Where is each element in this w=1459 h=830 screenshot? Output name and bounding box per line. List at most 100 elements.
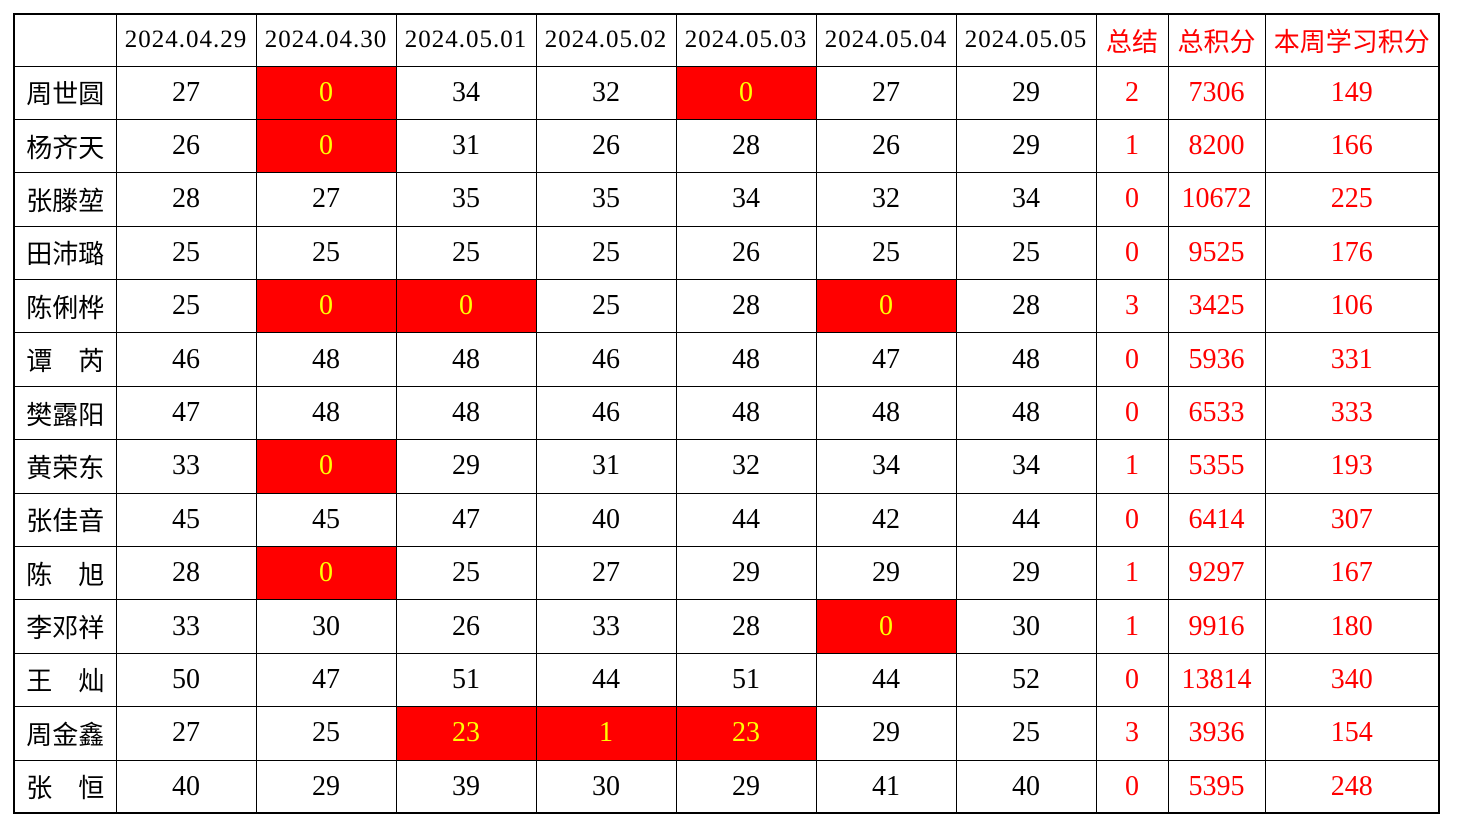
day-score-cell[interactable]: 35 bbox=[535, 172, 677, 227]
day-score-cell[interactable]: 46 bbox=[535, 332, 677, 387]
day-score-cell[interactable]: 28 bbox=[955, 279, 1097, 334]
day-score-cell[interactable]: 25 bbox=[115, 279, 257, 334]
day-score-cell[interactable]: 29 bbox=[255, 759, 397, 814]
day-score-cell[interactable]: 0 bbox=[255, 439, 397, 494]
total-points-cell[interactable]: 5395 bbox=[1167, 759, 1266, 814]
date-header-cell[interactable]: 2024.05.02 bbox=[535, 13, 677, 67]
day-score-cell[interactable]: 39 bbox=[395, 759, 537, 814]
student-name-cell[interactable]: 谭 芮 bbox=[13, 332, 117, 387]
day-score-cell[interactable]: 29 bbox=[955, 65, 1097, 120]
day-score-cell[interactable]: 40 bbox=[115, 759, 257, 814]
day-score-cell[interactable]: 29 bbox=[955, 118, 1097, 174]
student-name-cell[interactable]: 张佳音 bbox=[13, 492, 117, 548]
day-score-cell[interactable]: 45 bbox=[255, 492, 397, 548]
day-score-cell[interactable]: 23 bbox=[395, 706, 537, 761]
day-score-cell[interactable]: 26 bbox=[395, 599, 537, 654]
week-points-cell[interactable]: 248 bbox=[1264, 759, 1440, 814]
student-name-cell[interactable]: 黄荣东 bbox=[13, 439, 117, 494]
day-score-cell[interactable]: 27 bbox=[115, 706, 257, 761]
day-score-cell[interactable]: 26 bbox=[535, 118, 677, 174]
day-score-cell[interactable]: 52 bbox=[955, 652, 1097, 708]
day-score-cell[interactable]: 44 bbox=[815, 652, 957, 708]
summary-header-cell[interactable]: 总结 bbox=[1095, 13, 1169, 67]
total-points-cell[interactable]: 6533 bbox=[1167, 385, 1266, 441]
total-points-cell[interactable]: 9916 bbox=[1167, 599, 1266, 654]
date-header-cell[interactable]: 2024.04.30 bbox=[255, 13, 397, 67]
day-score-cell[interactable]: 25 bbox=[955, 225, 1097, 281]
day-score-cell[interactable]: 48 bbox=[815, 385, 957, 441]
day-score-cell[interactable]: 33 bbox=[115, 439, 257, 494]
day-score-cell[interactable]: 46 bbox=[535, 385, 677, 441]
day-score-cell[interactable]: 31 bbox=[395, 118, 537, 174]
total-points-cell[interactable]: 3936 bbox=[1167, 706, 1266, 761]
day-score-cell[interactable]: 48 bbox=[675, 332, 817, 387]
day-score-cell[interactable]: 23 bbox=[675, 706, 817, 761]
summary-count-cell[interactable]: 1 bbox=[1095, 439, 1169, 494]
week-points-cell[interactable]: 166 bbox=[1264, 118, 1440, 174]
week-points-cell[interactable]: 340 bbox=[1264, 652, 1440, 708]
day-score-cell[interactable]: 44 bbox=[675, 492, 817, 548]
summary-count-cell[interactable]: 3 bbox=[1095, 706, 1169, 761]
day-score-cell[interactable]: 48 bbox=[255, 332, 397, 387]
student-name-cell[interactable]: 张 恒 bbox=[13, 759, 117, 814]
week-points-cell[interactable]: 149 bbox=[1264, 65, 1440, 120]
day-score-cell[interactable]: 0 bbox=[255, 118, 397, 174]
day-score-cell[interactable]: 44 bbox=[535, 652, 677, 708]
date-header-cell[interactable]: 2024.05.03 bbox=[675, 13, 817, 67]
day-score-cell[interactable]: 48 bbox=[395, 332, 537, 387]
day-score-cell[interactable]: 29 bbox=[815, 546, 957, 601]
week-points-cell[interactable]: 307 bbox=[1264, 492, 1440, 548]
day-score-cell[interactable]: 25 bbox=[535, 279, 677, 334]
summary-count-cell[interactable]: 0 bbox=[1095, 332, 1169, 387]
day-score-cell[interactable]: 28 bbox=[675, 279, 817, 334]
day-score-cell[interactable]: 27 bbox=[815, 65, 957, 120]
day-score-cell[interactable]: 28 bbox=[675, 118, 817, 174]
total-points-cell[interactable]: 7306 bbox=[1167, 65, 1266, 120]
day-score-cell[interactable]: 25 bbox=[955, 706, 1097, 761]
day-score-cell[interactable]: 29 bbox=[395, 439, 537, 494]
week-points-cell[interactable]: 106 bbox=[1264, 279, 1440, 334]
student-name-cell[interactable]: 王 灿 bbox=[13, 652, 117, 708]
week-points-cell[interactable]: 333 bbox=[1264, 385, 1440, 441]
day-score-cell[interactable]: 28 bbox=[115, 546, 257, 601]
day-score-cell[interactable]: 27 bbox=[535, 546, 677, 601]
day-score-cell[interactable]: 0 bbox=[675, 65, 817, 120]
day-score-cell[interactable]: 26 bbox=[115, 118, 257, 174]
total-points-cell[interactable]: 10672 bbox=[1167, 172, 1266, 227]
student-name-cell[interactable]: 樊露阳 bbox=[13, 385, 117, 441]
week-points-cell[interactable]: 180 bbox=[1264, 599, 1440, 654]
day-score-cell[interactable]: 27 bbox=[255, 172, 397, 227]
day-score-cell[interactable]: 29 bbox=[675, 546, 817, 601]
date-header-cell[interactable]: 2024.05.05 bbox=[955, 13, 1097, 67]
week-points-cell[interactable]: 154 bbox=[1264, 706, 1440, 761]
day-score-cell[interactable]: 25 bbox=[395, 225, 537, 281]
day-score-cell[interactable]: 44 bbox=[955, 492, 1097, 548]
day-score-cell[interactable]: 25 bbox=[255, 225, 397, 281]
total-points-cell[interactable]: 9525 bbox=[1167, 225, 1266, 281]
day-score-cell[interactable]: 34 bbox=[675, 172, 817, 227]
day-score-cell[interactable]: 42 bbox=[815, 492, 957, 548]
student-name-cell[interactable]: 陈俐桦 bbox=[13, 279, 117, 334]
day-score-cell[interactable]: 30 bbox=[255, 599, 397, 654]
day-score-cell[interactable]: 34 bbox=[955, 439, 1097, 494]
date-header-cell[interactable]: 2024.05.04 bbox=[815, 13, 957, 67]
student-name-cell[interactable]: 杨齐天 bbox=[13, 118, 117, 174]
day-score-cell[interactable]: 32 bbox=[815, 172, 957, 227]
day-score-cell[interactable]: 51 bbox=[395, 652, 537, 708]
day-score-cell[interactable]: 25 bbox=[395, 546, 537, 601]
day-score-cell[interactable]: 34 bbox=[395, 65, 537, 120]
total-points-cell[interactable]: 3425 bbox=[1167, 279, 1266, 334]
day-score-cell[interactable]: 47 bbox=[255, 652, 397, 708]
day-score-cell[interactable]: 48 bbox=[955, 332, 1097, 387]
week-points-header-cell[interactable]: 本周学习积分 bbox=[1264, 13, 1440, 67]
day-score-cell[interactable]: 30 bbox=[955, 599, 1097, 654]
corner-cell[interactable] bbox=[13, 13, 117, 67]
summary-count-cell[interactable]: 0 bbox=[1095, 759, 1169, 814]
day-score-cell[interactable]: 33 bbox=[535, 599, 677, 654]
day-score-cell[interactable]: 29 bbox=[815, 706, 957, 761]
date-header-cell[interactable]: 2024.04.29 bbox=[115, 13, 257, 67]
student-name-cell[interactable]: 李邓祥 bbox=[13, 599, 117, 654]
summary-count-cell[interactable]: 3 bbox=[1095, 279, 1169, 334]
day-score-cell[interactable]: 47 bbox=[395, 492, 537, 548]
day-score-cell[interactable]: 0 bbox=[395, 279, 537, 334]
